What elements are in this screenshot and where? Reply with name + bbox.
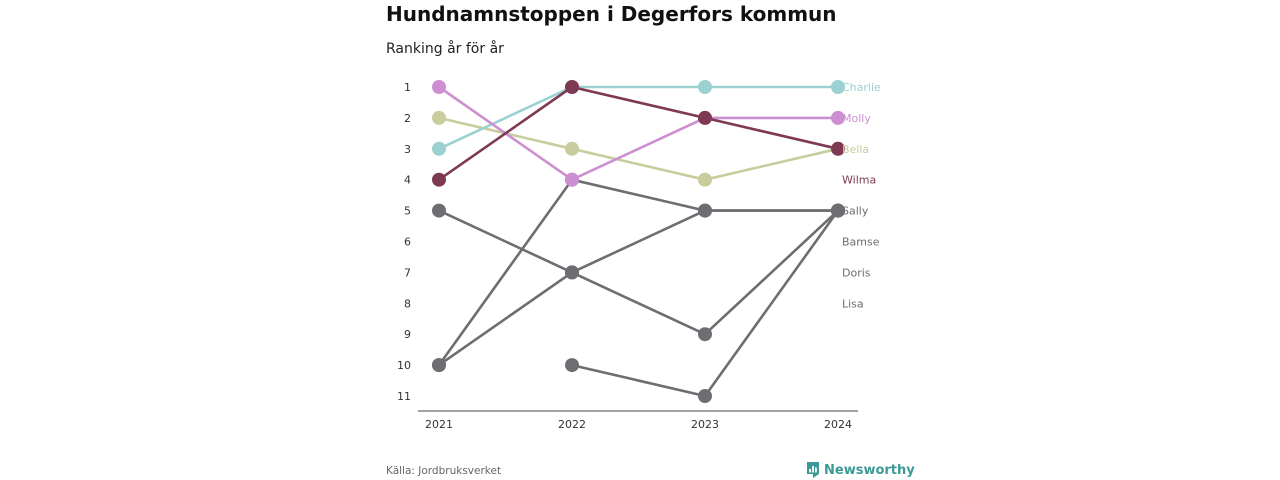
data-point (831, 141, 845, 156)
series-line (437, 178, 840, 367)
data-point (432, 172, 446, 187)
data-point (698, 80, 712, 94)
series-name-label: Bamse (842, 236, 880, 249)
data-point (698, 327, 712, 342)
brand-logo[interactable]: Newsworthy (806, 461, 915, 479)
data-point (698, 203, 712, 218)
y-tick-label: 5 (404, 205, 411, 218)
series-name-label: Doris (842, 266, 871, 279)
data-point (432, 203, 446, 218)
data-point (432, 141, 446, 156)
data-point (565, 80, 579, 94)
data-point (831, 203, 845, 218)
series-name-label: Sally (842, 205, 869, 218)
y-tick-label: 2 (404, 112, 411, 125)
y-tick-label: 11 (397, 390, 411, 403)
data-point (432, 80, 446, 94)
x-tick-label: 2023 (691, 418, 719, 431)
series-line (437, 85, 840, 181)
rank-chart: 2021 2022 2023 2024 1 2 3 4 5 6 7 8 9 10 11 Charlie Moll… (397, 80, 881, 431)
y-tick-label: 3 (404, 143, 411, 156)
brand-name: Newsworthy (824, 462, 915, 478)
series-line (437, 85, 840, 151)
series-name-label: Charlie (842, 81, 881, 94)
series-name-label: Bella (842, 143, 869, 156)
data-point (565, 265, 579, 280)
series-line (437, 209, 840, 367)
data-point (698, 172, 712, 187)
y-tick-label: 7 (404, 266, 411, 279)
y-tick-label: 4 (404, 174, 411, 187)
x-tick-label: 2024 (824, 418, 852, 431)
y-tick-label: 10 (397, 359, 411, 372)
y-tick-label: 6 (404, 236, 411, 249)
data-point (698, 110, 712, 125)
data-point (698, 389, 712, 403)
data-point (565, 172, 579, 187)
y-tick-label: 1 (404, 81, 411, 94)
data-point (831, 110, 845, 125)
series-line (437, 209, 840, 336)
x-tick-label: 2022 (558, 418, 586, 431)
series-name-label: Wilma (842, 174, 876, 187)
chart-subtitle: Ranking år för år (386, 41, 504, 57)
x-tick-label: 2021 (425, 418, 453, 431)
series-name-label: Molly (842, 112, 871, 125)
y-tick-label: 9 (404, 328, 411, 341)
chart-title: Hundnamnstoppen i Degerfors kommun (386, 2, 837, 26)
data-point (565, 141, 579, 156)
data-point (432, 358, 446, 373)
data-point (432, 110, 446, 125)
series-line (437, 85, 840, 181)
series-name-label: Lisa (842, 297, 864, 310)
source-note: Källa: Jordbruksverket (386, 465, 502, 477)
series-line (570, 209, 840, 398)
data-point (831, 80, 845, 94)
newsworthy-logo-icon (807, 462, 819, 478)
data-point (565, 358, 579, 373)
y-tick-label: 8 (404, 297, 411, 310)
